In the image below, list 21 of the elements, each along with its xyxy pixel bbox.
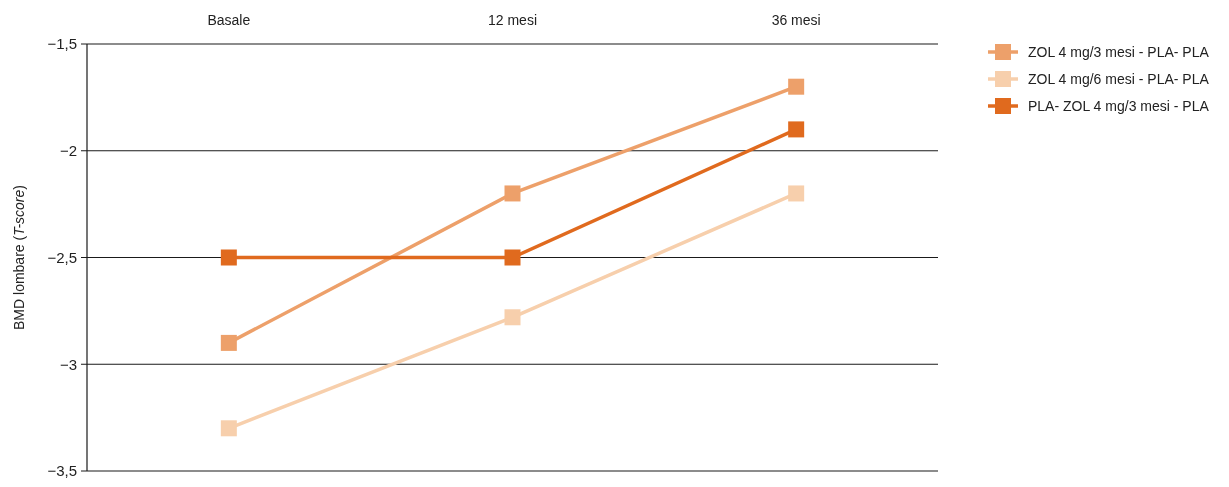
point xyxy=(788,78,805,95)
point xyxy=(788,121,805,138)
legend-label: PLA- ZOL 4 mg/3 mesi - PLA xyxy=(1028,97,1210,114)
point xyxy=(504,249,521,266)
y-axis-title: BMD lombare (T-score) xyxy=(11,185,27,330)
x-tick-label: Basale xyxy=(207,12,251,28)
point xyxy=(504,185,521,202)
legend-label: ZOL 4 mg/3 mesi - PLA- PLA xyxy=(1028,43,1210,60)
y-tick-label: −2 xyxy=(59,142,77,159)
point xyxy=(220,334,237,351)
x-tick-label: 12 mesi xyxy=(487,12,538,28)
legend-label: ZOL 4 mg/6 mesi - PLA- PLA xyxy=(1028,70,1210,87)
point xyxy=(504,309,521,326)
point xyxy=(220,249,237,266)
x-tick-label: 36 mesi xyxy=(771,12,821,28)
y-tick-label: −3,5 xyxy=(47,462,77,480)
y-tick-label: −2,5 xyxy=(47,248,77,266)
y-tick-label: −1,5 xyxy=(47,35,77,53)
point xyxy=(220,420,237,437)
point xyxy=(788,185,805,202)
y-tick-label: −3 xyxy=(59,355,77,373)
